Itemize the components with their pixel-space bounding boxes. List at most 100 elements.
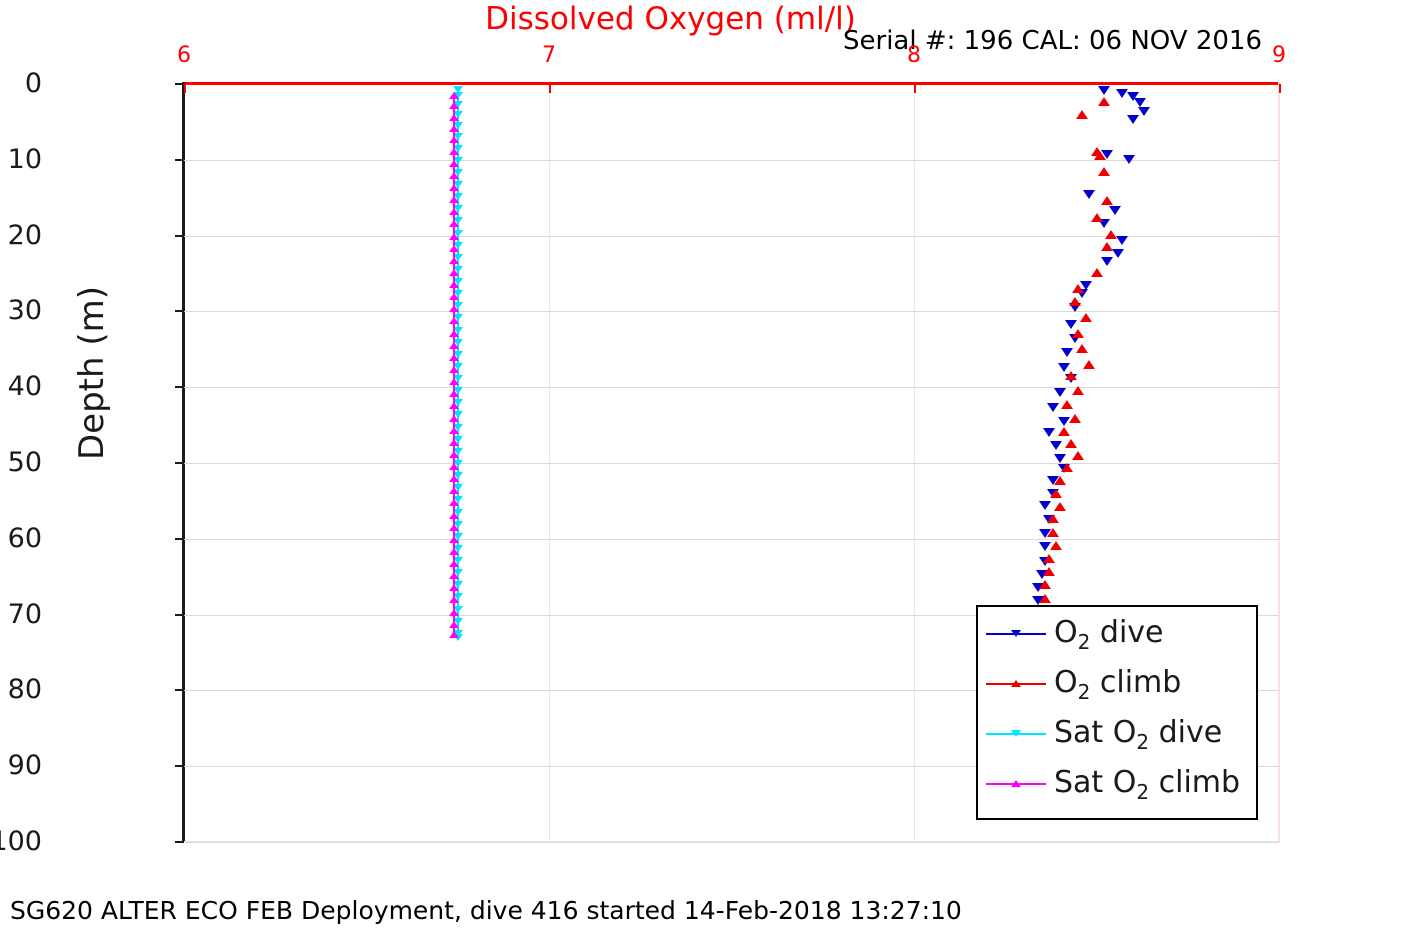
x-tick-label: 9 bbox=[1272, 43, 1286, 68]
data-point-marker bbox=[1068, 333, 1081, 343]
trace-segment bbox=[453, 538, 456, 551]
trace-segment bbox=[453, 150, 456, 163]
legend[interactable]: O2 dive O2 climb Sat O2 dive Sat O2 climb bbox=[976, 605, 1258, 820]
trace-segment bbox=[453, 211, 456, 224]
data-point-marker bbox=[449, 208, 460, 216]
trace-segment bbox=[456, 95, 459, 104]
trace-segment bbox=[453, 284, 456, 297]
data-point-marker bbox=[1090, 267, 1103, 277]
data-point-marker bbox=[1064, 319, 1077, 329]
data-point-marker bbox=[449, 171, 460, 179]
data-point-marker bbox=[1050, 540, 1063, 550]
data-point-marker bbox=[449, 341, 460, 349]
trace-segment bbox=[453, 453, 456, 467]
data-point-marker bbox=[1061, 399, 1074, 409]
data-point-marker bbox=[1137, 107, 1150, 117]
x-tick-mark bbox=[184, 84, 186, 93]
data-point-marker bbox=[449, 378, 460, 386]
data-point-marker bbox=[1101, 257, 1114, 267]
data-point-marker bbox=[1068, 296, 1081, 306]
trace-segment bbox=[453, 514, 456, 527]
trace-segment bbox=[453, 587, 456, 600]
legend-item[interactable]: Sat O2 climb bbox=[978, 759, 1260, 809]
data-point-marker bbox=[1105, 230, 1118, 240]
trace-segment bbox=[453, 296, 456, 309]
legend-item[interactable]: Sat O2 dive bbox=[978, 709, 1260, 759]
y-tick-label: 0 bbox=[24, 68, 42, 99]
data-point-marker bbox=[1134, 98, 1147, 108]
y-tick-mark bbox=[175, 386, 184, 389]
legend-marker-icon bbox=[1011, 630, 1021, 637]
data-point-marker bbox=[1097, 218, 1110, 228]
y-tick-label: 90 bbox=[7, 750, 42, 782]
y-tick-label: 20 bbox=[7, 219, 42, 251]
data-point-marker bbox=[1075, 289, 1088, 299]
data-point-marker bbox=[1054, 502, 1066, 512]
data-point-marker bbox=[449, 523, 460, 531]
data-point-marker bbox=[1035, 569, 1048, 579]
data-point-marker bbox=[449, 475, 460, 483]
data-point-marker bbox=[1039, 580, 1052, 590]
data-point-marker bbox=[449, 353, 460, 361]
data-point-marker bbox=[449, 159, 460, 167]
trace-segment bbox=[453, 332, 456, 345]
trace-segment bbox=[453, 502, 456, 515]
y-tick-mark bbox=[175, 234, 184, 237]
y-tick-mark bbox=[175, 83, 184, 85]
legend-item[interactable]: O2 dive bbox=[978, 609, 1260, 659]
data-series bbox=[184, 84, 1279, 842]
data-point-marker bbox=[1101, 242, 1114, 252]
data-point-marker bbox=[449, 147, 460, 155]
data-point-marker bbox=[1039, 542, 1052, 552]
data-point-marker bbox=[449, 463, 460, 471]
data-point-marker bbox=[449, 596, 460, 604]
data-point-marker bbox=[452, 86, 463, 94]
trace-segment bbox=[453, 308, 456, 321]
data-point-marker bbox=[449, 113, 460, 121]
data-point-marker bbox=[1079, 312, 1092, 322]
data-point-marker bbox=[449, 91, 460, 99]
trace-segment bbox=[453, 429, 456, 442]
data-point-marker bbox=[1064, 371, 1077, 381]
y-tick-mark bbox=[175, 689, 184, 692]
data-point-marker bbox=[449, 293, 460, 301]
data-point-marker bbox=[1112, 249, 1125, 259]
data-point-marker bbox=[1046, 527, 1059, 537]
legend-item[interactable]: O2 climb bbox=[978, 659, 1260, 709]
data-point-marker bbox=[449, 136, 460, 144]
horizontal-gridline bbox=[184, 387, 1279, 389]
trace-segment bbox=[453, 369, 456, 382]
trace-segment bbox=[453, 550, 456, 564]
data-point-marker bbox=[1057, 427, 1070, 437]
data-point-marker bbox=[1075, 343, 1088, 353]
y-tick-mark bbox=[175, 841, 184, 843]
data-point-marker bbox=[1097, 96, 1110, 106]
trace-segment bbox=[453, 563, 456, 576]
data-point-marker bbox=[449, 499, 460, 507]
y-tick-label: 50 bbox=[7, 447, 42, 478]
y-tick-label: 10 bbox=[7, 143, 42, 175]
data-point-marker bbox=[1039, 529, 1052, 539]
data-point-marker bbox=[449, 329, 460, 337]
y-tick-label: 40 bbox=[7, 371, 42, 403]
y-tick-label: 100 bbox=[0, 826, 42, 857]
data-point-marker bbox=[449, 281, 460, 289]
data-point-marker bbox=[1043, 567, 1056, 577]
trace-segment bbox=[453, 127, 456, 140]
data-point-marker bbox=[449, 317, 460, 325]
data-point-marker bbox=[1123, 155, 1136, 165]
data-point-marker bbox=[449, 426, 460, 434]
legend-marker-icon bbox=[1011, 730, 1021, 737]
data-point-marker bbox=[449, 256, 460, 264]
legend-marker-icon bbox=[1011, 780, 1021, 787]
trace-segment bbox=[453, 405, 456, 418]
data-point-marker bbox=[449, 450, 460, 458]
plot-area: 0 10 20 30 40 50 60 70 80 90 100 6 7 8 9 bbox=[0, 44, 1286, 856]
trace-segment bbox=[453, 441, 456, 454]
trace-segment bbox=[453, 526, 456, 539]
data-point-marker bbox=[449, 438, 460, 446]
data-point-marker bbox=[1064, 438, 1077, 448]
data-point-marker bbox=[1050, 440, 1063, 450]
data-point-marker bbox=[1101, 195, 1114, 205]
